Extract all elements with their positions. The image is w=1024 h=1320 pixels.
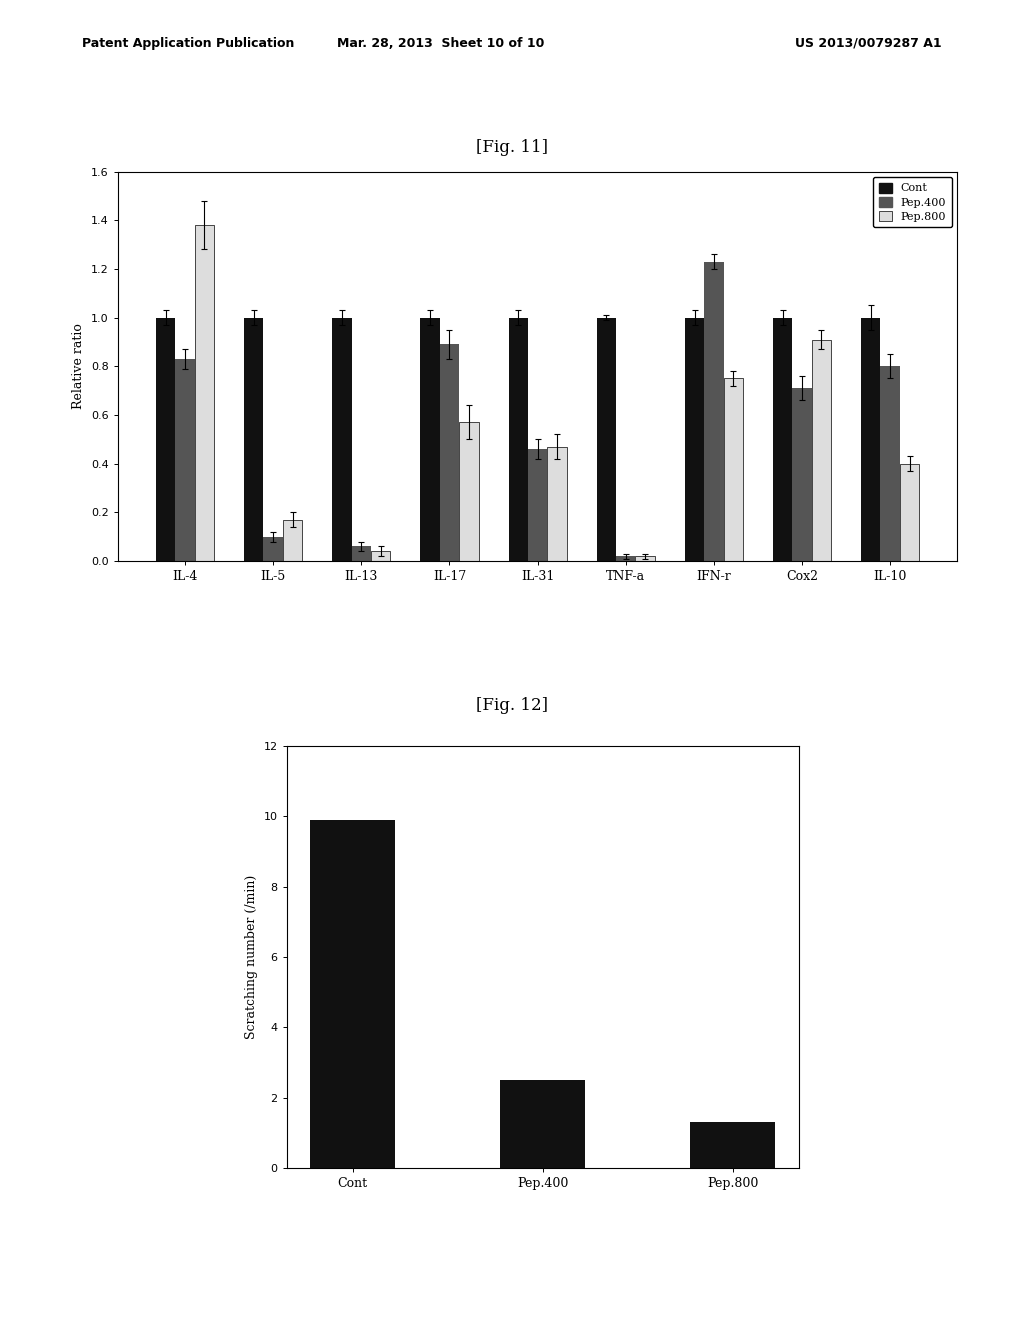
Bar <box>371 552 390 561</box>
Bar <box>459 422 478 561</box>
Y-axis label: Scratching number (/min): Scratching number (/min) <box>245 875 258 1039</box>
Bar <box>351 546 371 561</box>
Bar <box>195 226 214 561</box>
Bar <box>244 318 263 561</box>
Bar <box>439 345 459 561</box>
Text: US 2013/0079287 A1: US 2013/0079287 A1 <box>796 37 942 50</box>
Text: Mar. 28, 2013  Sheet 10 of 10: Mar. 28, 2013 Sheet 10 of 10 <box>337 37 544 50</box>
Bar <box>690 1122 775 1168</box>
Bar <box>156 318 175 561</box>
Bar <box>616 556 636 561</box>
Text: [Fig. 11]: [Fig. 11] <box>476 139 548 156</box>
Bar <box>509 318 528 561</box>
Bar <box>421 318 439 561</box>
Bar <box>263 537 283 561</box>
Bar <box>597 318 616 561</box>
Y-axis label: Relative ratio: Relative ratio <box>73 323 85 409</box>
Bar <box>793 388 812 561</box>
Bar <box>705 261 724 561</box>
Bar <box>500 1080 586 1168</box>
Bar <box>283 520 302 561</box>
Bar <box>773 318 793 561</box>
Bar <box>636 556 654 561</box>
Bar <box>332 318 351 561</box>
Bar <box>881 367 900 561</box>
Bar <box>175 359 195 561</box>
Bar <box>812 339 831 561</box>
Text: [Fig. 12]: [Fig. 12] <box>476 697 548 714</box>
Text: Patent Application Publication: Patent Application Publication <box>82 37 294 50</box>
Bar <box>900 463 920 561</box>
Bar <box>528 449 547 561</box>
Bar <box>724 379 743 561</box>
Bar <box>547 446 566 561</box>
Bar <box>861 318 881 561</box>
Bar <box>685 318 705 561</box>
Bar <box>310 820 395 1168</box>
Legend: Cont, Pep.400, Pep.800: Cont, Pep.400, Pep.800 <box>873 177 952 227</box>
